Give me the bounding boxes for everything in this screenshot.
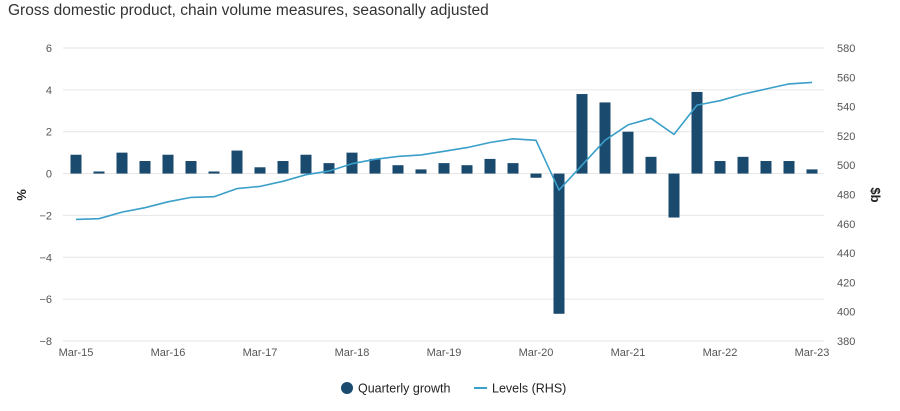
grid-layer xyxy=(63,47,824,342)
quarterly-growth-bars xyxy=(70,91,818,314)
growth-bar xyxy=(139,161,151,174)
right-axis-ticks: 580 560 540 520 500 480 460 440 420 400 380 xyxy=(837,43,855,348)
growth-bar xyxy=(277,161,289,174)
growth-bar xyxy=(392,165,404,174)
right-tick-label: 420 xyxy=(837,277,855,289)
growth-bar xyxy=(737,156,749,174)
left-tick-label: 6 xyxy=(46,43,52,55)
growth-bar xyxy=(622,131,634,174)
levels-line-layer xyxy=(75,81,813,221)
right-tick-label: 580 xyxy=(837,43,855,55)
right-tick-label: 480 xyxy=(837,190,855,202)
right-tick-label: 500 xyxy=(837,160,855,172)
growth-bar xyxy=(599,102,611,174)
left-tick-label: −2 xyxy=(39,210,52,222)
right-tick-label: 400 xyxy=(837,307,855,319)
left-tick-label: −6 xyxy=(39,294,52,306)
legend-quarterly-growth-label: Quarterly growth xyxy=(358,382,450,396)
x-tick-label: Mar-18 xyxy=(335,347,370,359)
x-tick-label: Mar-23 xyxy=(795,347,830,359)
growth-bar xyxy=(576,94,588,174)
chart-title: Gross domestic product, chain volume mea… xyxy=(8,2,489,19)
growth-bar xyxy=(185,161,197,174)
levels-line xyxy=(75,81,813,221)
x-tick-label: Mar-16 xyxy=(151,347,186,359)
growth-bar xyxy=(254,167,266,174)
growth-bar xyxy=(461,165,473,174)
legend-quarterly-growth-marker xyxy=(341,382,353,394)
growth-bar xyxy=(323,163,335,174)
right-tick-label: 380 xyxy=(837,336,855,348)
x-axis-ticks: Mar-15 Mar-16 Mar-17 Mar-18 Mar-19 Mar-20 Mar-… xyxy=(59,347,830,359)
growth-bar xyxy=(691,91,703,174)
growth-bar xyxy=(507,163,519,174)
left-tick-label: 2 xyxy=(46,127,52,139)
x-tick-label: Mar-21 xyxy=(611,347,646,359)
left-axis-ticks: 6 4 2 0 −2 −4 −6 −8 xyxy=(39,43,52,348)
growth-bar xyxy=(553,173,565,314)
growth-bar xyxy=(93,171,105,174)
x-tick-label: Mar-15 xyxy=(59,347,94,359)
x-tick-label: Mar-19 xyxy=(427,347,462,359)
legend-levels-label: Levels (RHS) xyxy=(492,382,566,396)
right-tick-label: 440 xyxy=(837,248,855,260)
left-tick-label: −4 xyxy=(39,252,52,264)
left-tick-label: −8 xyxy=(39,336,52,348)
growth-bar xyxy=(415,169,427,174)
growth-bar xyxy=(369,158,381,174)
growth-bar xyxy=(162,154,174,174)
growth-bar xyxy=(231,150,243,174)
growth-bar xyxy=(806,169,818,174)
growth-bar xyxy=(70,154,82,174)
growth-bar xyxy=(484,158,496,174)
growth-bar xyxy=(668,173,680,218)
right-tick-label: 520 xyxy=(837,131,855,143)
right-tick-label: 560 xyxy=(837,72,855,84)
growth-bar xyxy=(116,152,128,174)
right-tick-label: 460 xyxy=(837,219,855,231)
growth-bar xyxy=(645,156,657,174)
growth-bar xyxy=(714,161,726,174)
x-tick-label: Mar-20 xyxy=(519,347,554,359)
legend: Quarterly growth Levels (RHS) xyxy=(341,382,566,396)
growth-bar xyxy=(760,161,772,174)
left-tick-label: 4 xyxy=(46,85,52,97)
growth-bar xyxy=(530,173,542,178)
x-tick-label: Mar-17 xyxy=(243,347,278,359)
right-tick-label: 540 xyxy=(837,102,855,114)
x-tick-label: Mar-22 xyxy=(703,347,738,359)
growth-bar xyxy=(438,163,450,174)
growth-bar xyxy=(208,171,220,174)
left-axis-title: % xyxy=(14,189,29,201)
left-tick-label: 0 xyxy=(46,169,52,181)
right-axis-title: $b xyxy=(868,187,883,202)
growth-bar xyxy=(783,161,795,174)
growth-bar xyxy=(300,154,312,174)
